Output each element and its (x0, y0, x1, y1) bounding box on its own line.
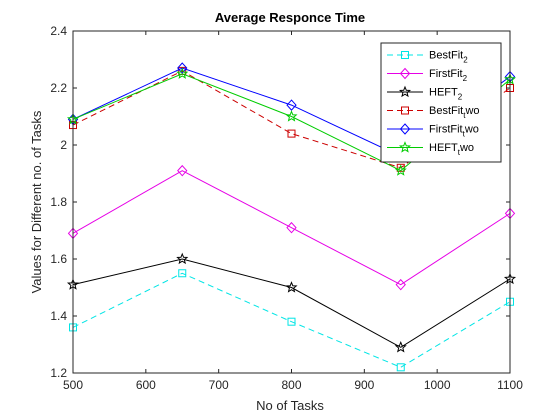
axes-layer (72, 30, 511, 374)
y-tick-label: 1.6 (50, 252, 67, 266)
data-point (394, 341, 407, 353)
legend-box (380, 42, 502, 163)
legend-label: BestFit2 (429, 50, 468, 65)
data-point (286, 221, 297, 234)
legend-label: FirstFit2 (429, 68, 468, 83)
x-tick-label: 800 (281, 378, 301, 392)
series-1 (67, 164, 516, 291)
data-point (395, 278, 406, 291)
chart-title: Average Responce Time (215, 10, 365, 25)
legend-marker (398, 85, 412, 98)
data-point (286, 99, 297, 111)
data-point (178, 66, 187, 75)
legend-entry-3: BestFittwo (387, 105, 480, 120)
series-line (72, 258, 511, 348)
legend-marker (401, 51, 409, 59)
legend-marker (399, 123, 411, 135)
legend-entry-5: HEFTtwo (387, 141, 474, 157)
data-point (176, 67, 189, 79)
x-tick-label: 1100 (497, 378, 523, 392)
data-point (176, 252, 189, 265)
y-tick-label: 1.4 (50, 309, 67, 323)
x-tick-label: 600 (136, 378, 156, 392)
x-tick-label: 700 (209, 378, 229, 392)
legend-marker (401, 106, 409, 115)
y-tick-label: 1.2 (50, 366, 67, 380)
x-tick-label: 900 (354, 378, 374, 392)
tick-labels: 500 600 700 800 900 1000 1100 1.2 1.4 1.6 1.8 2 2.2 2… (50, 24, 523, 392)
data-point (394, 164, 407, 176)
legend-marker (399, 67, 411, 80)
x-axis-label: No of Tasks (256, 398, 324, 413)
legend-marker (398, 141, 412, 153)
series-line (72, 272, 511, 368)
x-tick-label: 500 (63, 378, 83, 392)
data-point (287, 317, 296, 326)
y-axis-label: Values for Different no. of Tasks (29, 110, 44, 293)
data-point (177, 164, 188, 177)
legend-label: HEFTtwo (429, 142, 474, 157)
legend-entry-2: HEFT2 (387, 85, 463, 102)
data-point (285, 281, 298, 293)
legend-label: BestFittwo (429, 105, 480, 120)
legend-label: FirstFittwo (429, 124, 479, 139)
legend: BestFit2 FirstFit2 HEFT2 BestFittwo FirstFit… (380, 42, 502, 163)
data-point (177, 62, 188, 74)
y-tick-label: 2.4 (50, 24, 67, 38)
series-line (72, 170, 511, 286)
legend-entry-0: BestFit2 (387, 50, 468, 65)
legend-entry-1: FirstFit2 (387, 67, 468, 83)
data-point (178, 269, 187, 278)
legend-label: HEFT2 (429, 87, 463, 102)
y-tick-label: 1.8 (50, 195, 67, 209)
y-tick-label: 2 (60, 138, 67, 152)
y-tick-label: 2.2 (50, 81, 67, 95)
legend-entry-4: FirstFittwo (387, 123, 479, 139)
x-tick-label: 1000 (424, 378, 451, 392)
data-point (287, 129, 296, 138)
data-point (396, 363, 405, 372)
data-point (285, 110, 298, 122)
